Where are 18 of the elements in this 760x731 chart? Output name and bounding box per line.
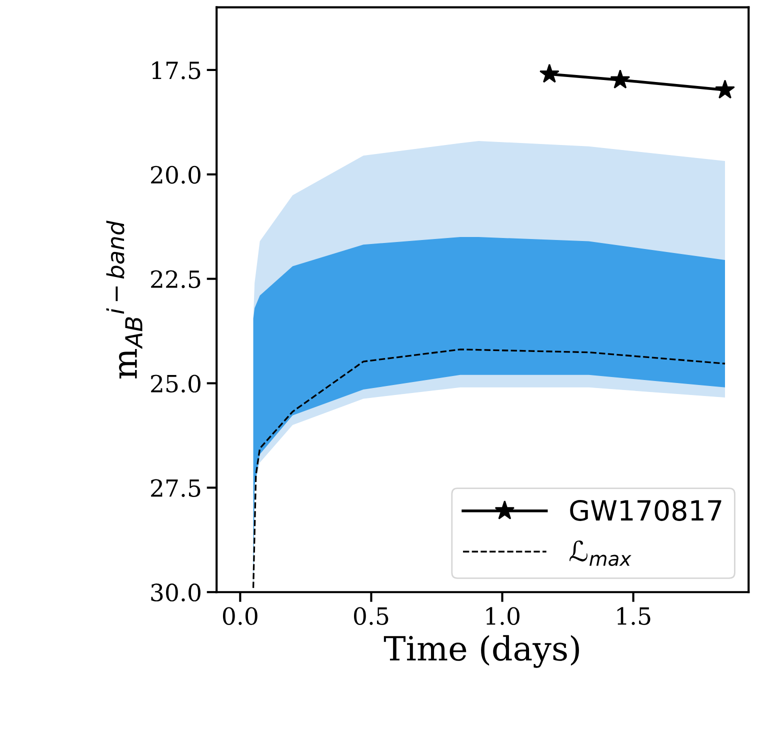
- point: [539, 64, 560, 83]
- y-tick-label: 30.0: [151, 584, 200, 602]
- y-tick-label: 17.5: [152, 61, 200, 80]
- x-tick-label: 0.0: [222, 607, 258, 625]
- legend-label: GW170817: [570, 500, 722, 521]
- x-tick-label: 0.5: [354, 607, 388, 625]
- y-axis-title: m$_{AB}$$^{i−band}$: [106, 220, 142, 379]
- line-series: [252, 348, 726, 589]
- y-tick-label: 22.5: [151, 270, 200, 288]
- x-tick-label: 1.5: [617, 607, 650, 625]
- point: [610, 70, 630, 89]
- y-tick-label: 20.0: [151, 166, 200, 184]
- x-tick-label: 1.0: [486, 607, 520, 625]
- x-axis-title: Time (days): [384, 635, 579, 668]
- y-tick-label: 25.0: [151, 374, 200, 393]
- legend-label: ℒ$_{max}$: [569, 540, 632, 566]
- point: [715, 80, 735, 99]
- y-tick-label: 27.5: [151, 479, 200, 497]
